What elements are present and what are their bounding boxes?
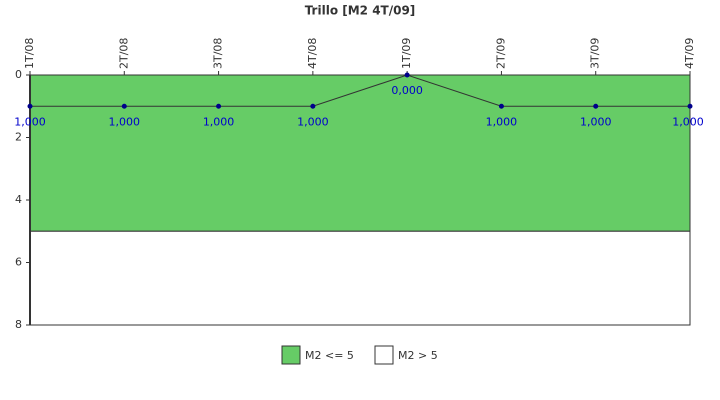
data-label: 1,000 — [580, 115, 612, 128]
y-tick-label: 2 — [15, 131, 22, 144]
data-label: 0,000 — [391, 84, 423, 97]
legend-swatch — [374, 345, 394, 365]
y-tick-label: 8 — [15, 318, 22, 331]
chart-title: Trillo [M2 4T/09] — [305, 4, 416, 18]
data-label: 1,000 — [672, 115, 704, 128]
x-tick-label: 2T/09 — [494, 38, 507, 69]
point — [27, 103, 33, 109]
point — [216, 103, 222, 109]
legend-label: M2 > 5 — [398, 349, 438, 362]
y-tick-label: 6 — [15, 256, 22, 269]
point — [121, 103, 127, 109]
x-tick-label: 4T/09 — [683, 38, 696, 69]
point — [593, 103, 599, 109]
point — [687, 103, 693, 109]
band — [29, 230, 691, 326]
line — [30, 74, 690, 107]
x-tick-label: 1T/08 — [23, 38, 36, 69]
band — [29, 74, 691, 232]
y-tick-label: 4 — [15, 193, 22, 206]
data-label: 1,000 — [14, 115, 46, 128]
x-tick-label: 4T/08 — [306, 38, 319, 69]
x-tick-label: 1T/09 — [400, 38, 413, 69]
x-tick-label: 3T/09 — [589, 38, 602, 69]
x-tick-label: 2T/08 — [117, 38, 130, 69]
data-label: 1,000 — [486, 115, 518, 128]
x-tick-label: 3T/08 — [212, 38, 225, 69]
data-label: 1,000 — [109, 115, 141, 128]
legend-swatch — [281, 345, 301, 365]
point — [404, 72, 410, 78]
point — [310, 103, 316, 109]
data-label: 1,000 — [203, 115, 235, 128]
legend-label: M2 <= 5 — [305, 349, 354, 362]
data-label: 1,000 — [297, 115, 329, 128]
y-tick-label: 0 — [15, 68, 22, 81]
point — [498, 103, 504, 109]
